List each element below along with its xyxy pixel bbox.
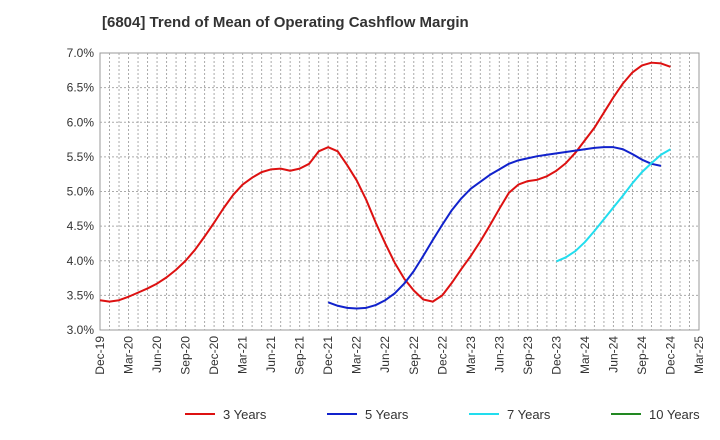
x-tick-label: Mar-25 xyxy=(692,336,706,374)
x-tick-label: Dec-21 xyxy=(321,336,335,375)
legend: 3 Years 5 Years 7 Years 10 Years xyxy=(185,407,700,422)
series-line-5-years xyxy=(327,146,662,310)
series-line-3-years xyxy=(99,61,671,303)
x-axis-labels: Dec-19 Mar-20 Jun-20 Sep-20 Dec-20 Mar-21 Jun-… xyxy=(93,336,706,375)
y-tick-label: 5.0% xyxy=(67,185,95,199)
x-tick-label: Dec-23 xyxy=(549,336,563,375)
y-tick-label: 4.5% xyxy=(67,219,95,233)
legend-label: 5 Years xyxy=(365,407,409,422)
x-tick-label: Dec-24 xyxy=(663,336,677,375)
y-tick-label: 3.0% xyxy=(67,323,95,337)
y-tick-label: 4.0% xyxy=(67,254,95,268)
chart-title: [6804] Trend of Mean of Operating Cashfl… xyxy=(102,14,469,31)
series-lines xyxy=(99,61,671,310)
x-tick-label: Sep-22 xyxy=(407,336,421,375)
x-tick-label: Dec-22 xyxy=(435,336,449,375)
x-tick-label: Jun-21 xyxy=(264,336,278,373)
x-tick-label: Mar-24 xyxy=(578,336,592,374)
legend-label: 3 Years xyxy=(223,407,267,422)
series-line-7-years xyxy=(555,148,671,263)
x-tick-label: Mar-23 xyxy=(464,336,478,374)
x-tick-label: Jun-24 xyxy=(606,336,620,373)
y-tick-label: 6.5% xyxy=(67,81,95,95)
legend-label: 7 Years xyxy=(507,407,551,422)
x-tick-label: Mar-22 xyxy=(350,336,364,374)
x-tick-label: Dec-19 xyxy=(93,336,107,375)
legend-label: 10 Years xyxy=(649,407,700,422)
x-tick-label: Sep-24 xyxy=(635,336,649,375)
x-tick-label: Jun-22 xyxy=(378,336,392,373)
plot-area xyxy=(99,52,700,331)
y-tick-label: 3.5% xyxy=(67,288,95,302)
y-axis-labels: 3.0% 3.5% 4.0% 4.5% 5.0% 5.5% 6.0% 6.5% 7.0% xyxy=(67,46,95,337)
x-tick-label: Sep-20 xyxy=(179,336,193,375)
y-tick-label: 5.5% xyxy=(67,150,95,164)
x-tick-label: Sep-21 xyxy=(293,336,307,375)
y-tick-label: 7.0% xyxy=(67,46,95,60)
x-tick-label: Jun-20 xyxy=(150,336,164,373)
x-tick-label: Dec-20 xyxy=(207,336,221,375)
x-tick-label: Sep-23 xyxy=(521,336,535,375)
x-tick-label: Jun-23 xyxy=(492,336,506,373)
x-tick-label: Mar-21 xyxy=(236,336,250,374)
x-tick-label: Mar-20 xyxy=(122,336,136,374)
y-tick-label: 6.0% xyxy=(67,115,95,129)
